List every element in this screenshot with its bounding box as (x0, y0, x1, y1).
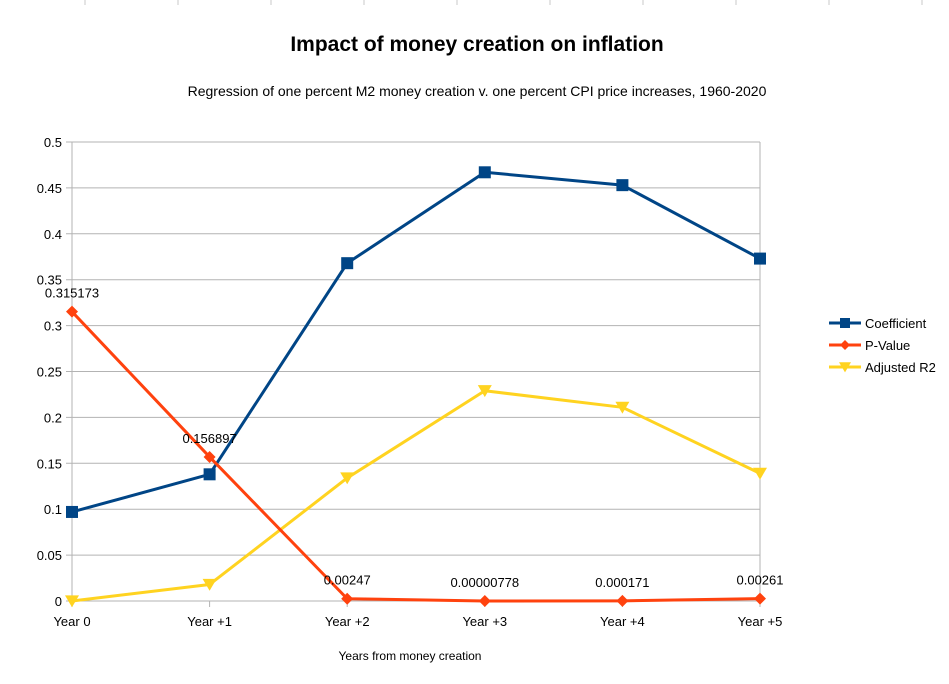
y-tick-label: 0.35 (37, 273, 62, 288)
y-tick-label: 0.25 (37, 365, 62, 380)
marker-square (840, 318, 850, 328)
marker-diamond (840, 340, 850, 350)
legend-label: P-Value (865, 338, 910, 353)
legend-item: Coefficient (829, 316, 927, 331)
x-axis-ticks: Year 0 Year +1 Year +2 Year +3 Year +4 Year +… (53, 601, 782, 629)
y-tick-label: 0.15 (37, 456, 62, 471)
spreadsheet-column-marks (84, 0, 923, 5)
y-tick-label: 0.2 (44, 410, 62, 425)
x-tick-label: Year +5 (738, 614, 783, 629)
legend-label: Adjusted R2 (865, 360, 936, 375)
marker-triangle-down (65, 595, 79, 608)
series-line (70, 310, 761, 603)
marker-triangle-down (340, 472, 355, 485)
data-label: 0.156897 (182, 431, 236, 446)
series-adjusted-r2 (65, 385, 767, 608)
x-tick-label: Year +3 (462, 614, 507, 629)
marker-triangle-down (615, 401, 630, 414)
data-label: 0.00000778 (450, 575, 519, 590)
data-label: 0.000171 (595, 575, 649, 590)
marker-triangle-down (753, 467, 767, 480)
data-label: 0.00247 (324, 573, 371, 588)
data-label: 0.00261 (737, 573, 784, 588)
marker-diamond (478, 594, 491, 607)
marker-square (754, 252, 766, 265)
gridlines (66, 141, 761, 607)
series-group (65, 166, 767, 608)
chart-subtitle: Regression of one percent M2 money creat… (188, 83, 767, 99)
marker-square (66, 505, 78, 518)
series-line (71, 170, 761, 514)
chart-title: Impact of money creation on inflation (290, 33, 663, 56)
legend-item: P-Value (829, 338, 910, 353)
y-axis-ticks: 0 0.05 0.1 0.15 0.2 0.25 0.3 0.35 0.4 0.45 0.5 (37, 135, 62, 609)
marker-diamond (616, 594, 629, 607)
legend: Coefficient P-Value Adjusted R2 (829, 316, 936, 375)
y-tick-label: 0.5 (44, 135, 62, 150)
x-tick-label: Year +4 (600, 614, 645, 629)
legend-item: Adjusted R2 (829, 360, 936, 375)
marker-diamond (341, 592, 354, 605)
x-tick-label: Year +2 (325, 614, 370, 629)
marker-square (203, 468, 216, 481)
y-tick-label: 0.3 (44, 319, 62, 334)
marker-square (616, 179, 629, 192)
marker-diamond (203, 450, 216, 463)
marker-triangle-down (202, 578, 217, 591)
series-line (71, 389, 761, 603)
data-labels: 0.315173 0.156897 0.00247 0.00000778 0.00017… (45, 286, 784, 590)
marker-triangle-down (839, 362, 851, 373)
x-tick-label: Year +1 (187, 614, 232, 629)
y-tick-label: 0.1 (44, 502, 62, 517)
y-tick-label: 0.45 (37, 181, 62, 196)
y-tick-label: 0 (55, 594, 62, 609)
marker-diamond (754, 592, 766, 605)
series-coefficient (66, 166, 766, 518)
marker-square (478, 166, 491, 179)
x-tick-label: Year 0 (53, 614, 90, 629)
marker-square (341, 257, 354, 270)
data-label: 0.315173 (45, 286, 99, 301)
legend-label: Coefficient (865, 316, 927, 331)
marker-triangle-down (477, 385, 492, 398)
series-p-value (66, 305, 766, 607)
x-axis-title: Years from money creation (339, 649, 482, 663)
y-tick-label: 0.05 (37, 548, 62, 563)
y-tick-label: 0.4 (44, 227, 62, 242)
marker-diamond (66, 305, 78, 318)
